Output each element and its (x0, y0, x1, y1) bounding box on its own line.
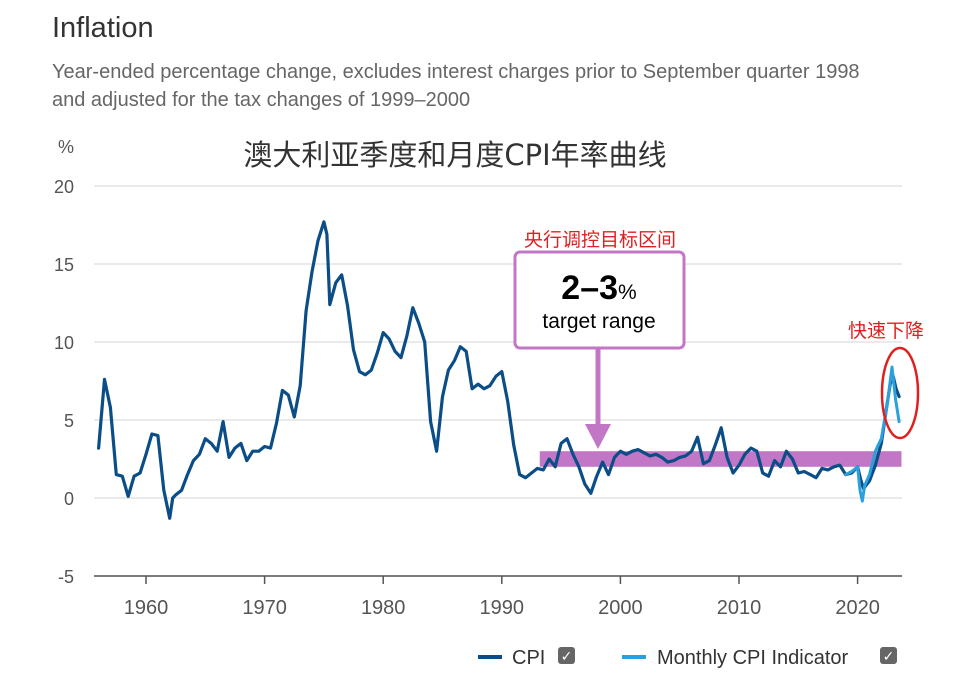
y-tick-label-10: 10 (54, 333, 74, 353)
drop-label: 快速下降 (848, 320, 924, 342)
series-lines (97, 220, 901, 520)
target-range-value: 2–3% (561, 269, 636, 307)
legend-checkbox-monthly[interactable] (880, 647, 897, 664)
x-tick-label-1990: 1990 (480, 597, 525, 619)
page-subtitle: Year-ended percentage change, excludes i… (52, 61, 860, 111)
x-axis: 1960 1970 1980 1990 2000 2010 2020 (94, 575, 902, 619)
gridlines (94, 185, 902, 577)
range-number: 2–3 (561, 269, 618, 307)
chart-title: 澳大利亚季度和月度CPI年率曲线 (243, 138, 666, 172)
x-tick-label-1970: 1970 (242, 597, 287, 619)
x-tick-label-2020: 2020 (835, 597, 880, 619)
target-band (539, 451, 902, 467)
page-title: Inflation (52, 12, 154, 44)
callout-arrow-head (585, 424, 611, 449)
drop-highlight-ellipse (880, 346, 920, 440)
legend-item-monthly[interactable]: Monthly CPI Indicator ✓ (622, 647, 897, 669)
y-tick-label--5: -5 (58, 567, 74, 587)
x-tick-label-1960: 1960 (124, 597, 169, 619)
legend-checkbox-cpi[interactable] (558, 647, 575, 664)
y-tick-label-5: 5 (64, 411, 74, 431)
y-tick-label-0: 0 (64, 489, 74, 509)
y-axis-unit: % (58, 137, 74, 157)
legend-label-monthly: Monthly CPI Indicator (657, 647, 849, 669)
target-band-rect (539, 451, 902, 467)
legend-check-cpi-icon: ✓ (561, 649, 573, 665)
series-line-monthly-cpi-indicator (844, 365, 901, 503)
band-label: 央行调控目标区间 (524, 229, 676, 251)
x-tick-label-2010: 2010 (717, 597, 762, 619)
legend-check-monthly-icon: ✓ (883, 649, 895, 665)
y-axis-ticks: -5 0 5 10 15 20 (54, 177, 74, 587)
x-tick-label-1980: 1980 (361, 597, 406, 619)
y-tick-label-20: 20 (54, 177, 74, 197)
x-tick-label-2000: 2000 (598, 597, 643, 619)
y-tick-label-15: 15 (54, 255, 74, 275)
legend-item-cpi[interactable]: CPI ✓ (478, 647, 575, 669)
legend-label-cpi: CPI (512, 647, 545, 669)
legend: CPI ✓ Monthly CPI Indicator ✓ (478, 647, 897, 669)
series-line-cpi (97, 220, 901, 520)
target-range-caption: target range (542, 310, 655, 333)
range-unit: % (618, 281, 637, 304)
